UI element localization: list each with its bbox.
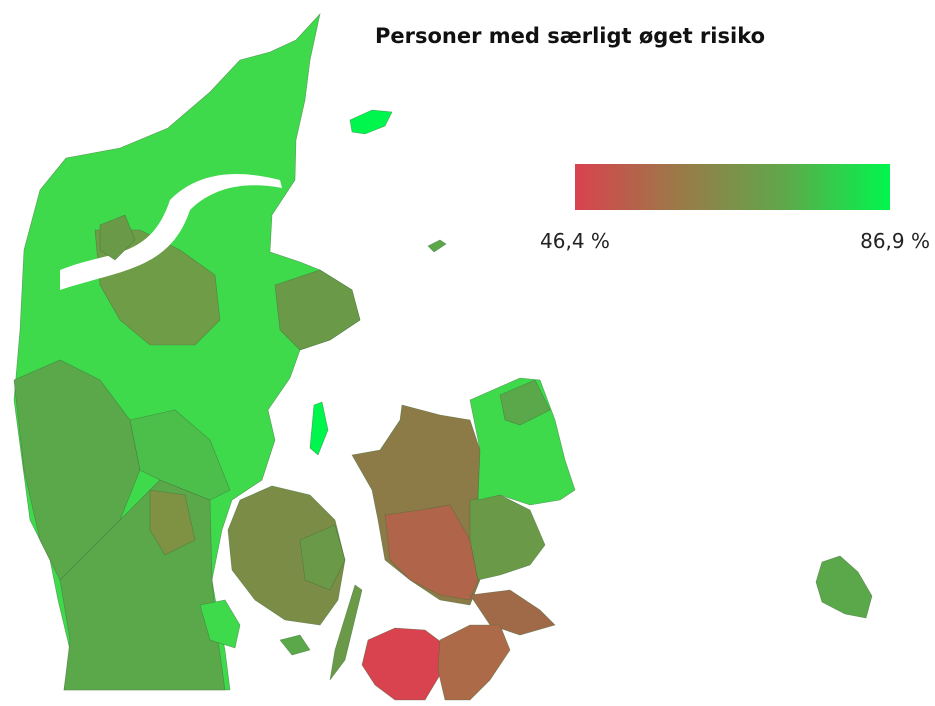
falster <box>437 624 511 701</box>
als <box>199 599 241 649</box>
region-mid2 <box>129 409 231 501</box>
langeland <box>329 584 363 681</box>
legend-min-label: 46,4 % <box>540 229 610 253</box>
legend-max-label: 86,9 % <box>860 229 930 253</box>
lolland <box>361 627 446 701</box>
samso <box>309 401 329 456</box>
map <box>13 12 873 701</box>
region-east <box>274 269 361 351</box>
aero <box>279 634 311 656</box>
region-brown <box>149 489 196 556</box>
mors <box>99 214 136 261</box>
fjord <box>60 174 282 290</box>
bornholm <box>815 555 873 619</box>
map-title: Personer med særligt øget risiko <box>375 24 765 48</box>
capital-north <box>499 379 551 426</box>
legend-gradient <box>575 164 890 210</box>
funen-east <box>299 524 346 591</box>
zealand-south <box>384 504 479 601</box>
anholt <box>427 239 447 253</box>
funen <box>227 485 346 626</box>
laeso <box>349 109 393 135</box>
zealand-east <box>469 494 546 581</box>
